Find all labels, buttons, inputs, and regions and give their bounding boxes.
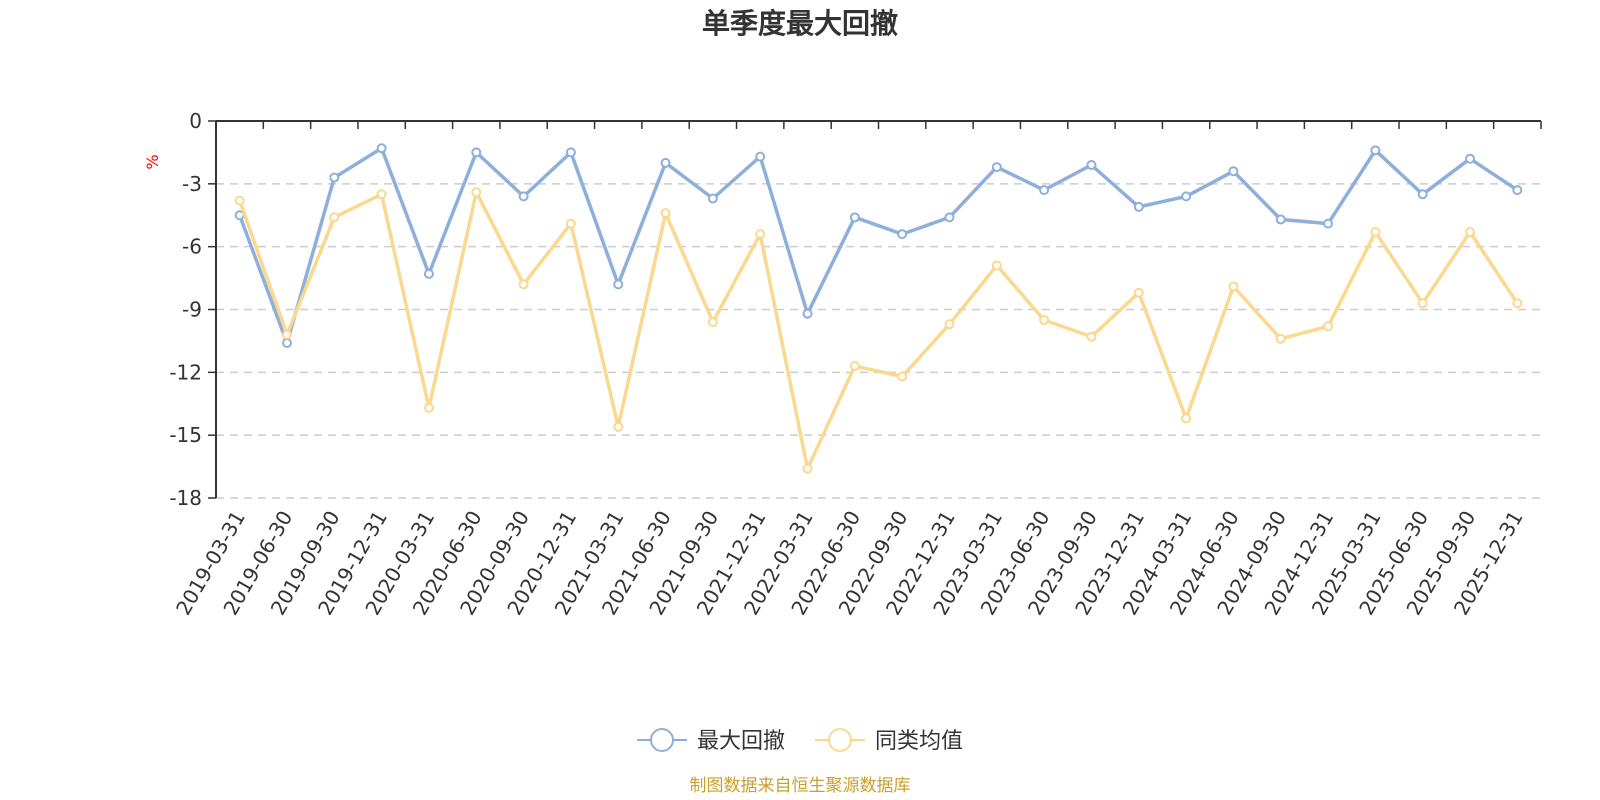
- y-tick-label: -9: [182, 298, 202, 322]
- data-point: [1417, 298, 1428, 309]
- legend-label: 同类均值: [875, 729, 963, 754]
- data-point: [329, 212, 340, 223]
- data-point: [944, 319, 955, 330]
- chart-title: 单季度最大回撤: [702, 7, 898, 40]
- data-point: [234, 195, 245, 206]
- data-point: [1512, 298, 1523, 309]
- y-tick-label: -18: [169, 486, 202, 510]
- data-point: [613, 421, 624, 432]
- data-point: [660, 157, 671, 168]
- data-point: [755, 229, 766, 240]
- legend-label: 最大回撤: [697, 729, 785, 754]
- data-point: [1465, 227, 1476, 238]
- data-point: [613, 279, 624, 290]
- data-point: [518, 191, 529, 202]
- legend-marker: [828, 728, 852, 752]
- data-point: [897, 229, 908, 240]
- data-point: [565, 147, 576, 158]
- data-point: [471, 147, 482, 158]
- data-point: [1086, 159, 1097, 170]
- data-point: [1133, 287, 1144, 298]
- data-point: [707, 317, 718, 328]
- data-point: [1370, 145, 1381, 156]
- data-point: [423, 402, 434, 413]
- data-point: [376, 143, 387, 154]
- series-group: [234, 143, 1523, 474]
- legend-marker: [650, 728, 674, 752]
- data-point: [802, 308, 813, 319]
- data-point: [1275, 333, 1286, 344]
- data-point: [1039, 185, 1050, 196]
- y-axis-label: %: [143, 154, 162, 169]
- data-point: [897, 371, 908, 382]
- data-point: [1323, 321, 1334, 332]
- data-point: [1417, 189, 1428, 200]
- series-line-1: [238, 146, 1519, 345]
- data-point: [376, 189, 387, 200]
- data-point: [281, 329, 292, 340]
- data-point: [1181, 413, 1192, 424]
- data-point: [518, 279, 529, 290]
- data-point: [944, 212, 955, 223]
- data-point: [281, 338, 292, 349]
- data-point: [1323, 218, 1334, 229]
- data-point: [1228, 281, 1239, 292]
- data-point: [423, 268, 434, 279]
- series-line-2: [238, 190, 1519, 471]
- data-point: [1181, 191, 1192, 202]
- y-tick-label: -6: [182, 235, 202, 259]
- y-tick-label: -15: [169, 423, 202, 447]
- data-point: [471, 187, 482, 198]
- y-tick-label: -3: [182, 172, 202, 196]
- data-point: [1275, 214, 1286, 225]
- data-point: [1039, 314, 1050, 325]
- data-point: [849, 361, 860, 372]
- data-point: [991, 260, 1002, 271]
- y-ticks: 0 -3 -6 -9 -12 -15 -18: [169, 109, 216, 510]
- data-point: [565, 218, 576, 229]
- data-point: [991, 162, 1002, 173]
- data-point: [707, 193, 718, 204]
- y-tick-label: 0: [189, 109, 202, 133]
- legend: 最大回撤 同类均值: [637, 728, 963, 754]
- data-point: [849, 212, 860, 223]
- data-point: [329, 172, 340, 183]
- data-point: [1370, 227, 1381, 238]
- source-note: 制图数据来自恒生聚源数据库: [690, 776, 911, 796]
- y-tick-label: -12: [169, 360, 202, 384]
- data-point: [802, 463, 813, 474]
- data-point: [1133, 201, 1144, 212]
- data-point: [1086, 331, 1097, 342]
- data-point: [660, 208, 671, 219]
- data-point: [755, 151, 766, 162]
- data-point: [1228, 166, 1239, 177]
- data-point: [1465, 153, 1476, 164]
- data-point: [1512, 185, 1523, 196]
